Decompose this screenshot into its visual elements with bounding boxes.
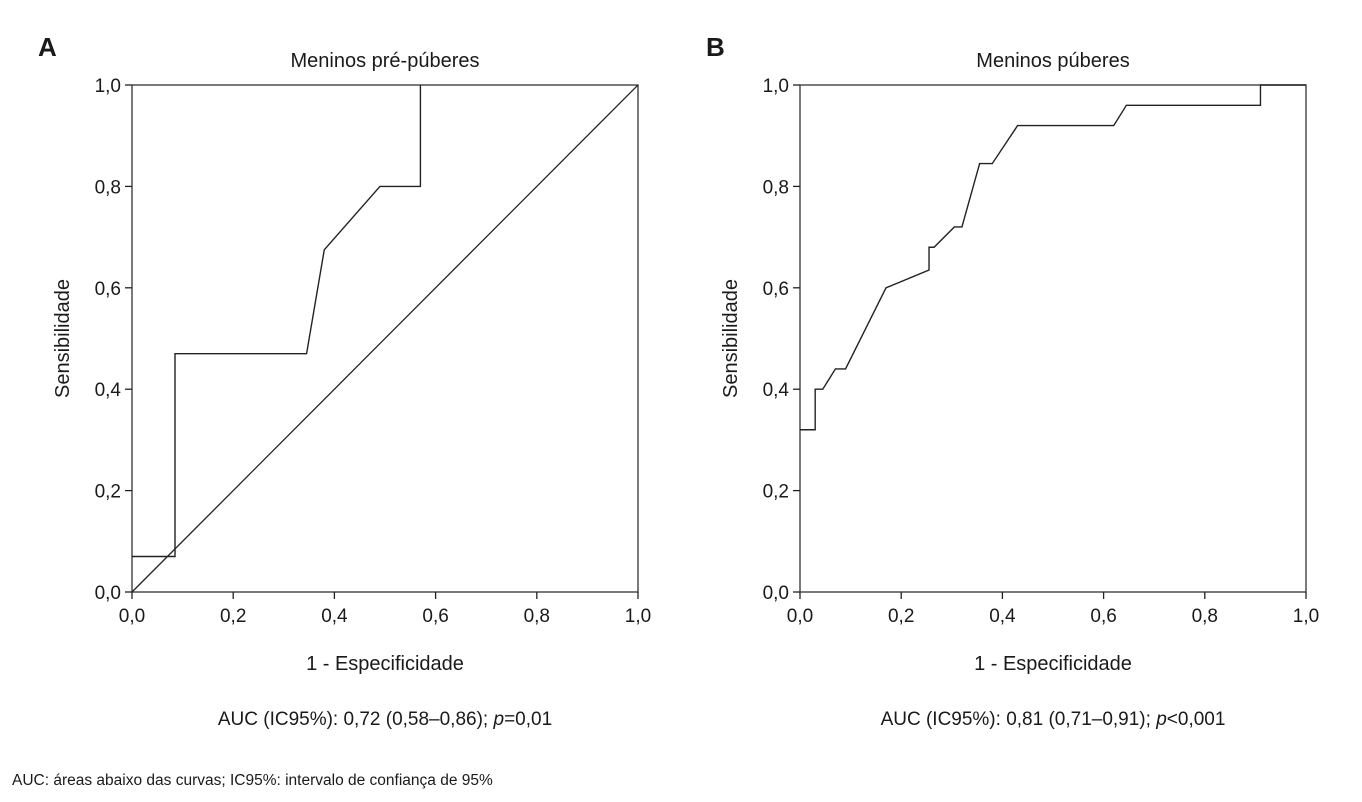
panel-a-plot-frame	[131, 84, 639, 593]
panel-b-y-tick-label: 0,0	[763, 583, 789, 604]
panel-b-y-tick-label: 0,2	[763, 482, 789, 503]
panel-a-auc-annotation: AUC (IC95%): 0,72 (0,58–0,86); p=0,01	[218, 709, 552, 730]
panel-a-y-axis-label: Sensibilidade	[52, 279, 74, 398]
panel-b-x-tick-label: 0,8	[1192, 606, 1218, 627]
panel-b-y-tick-label: 0,8	[763, 177, 789, 198]
panel-b-y-tick-label: 0,4	[763, 380, 790, 401]
panel-a-auc-text: AUC (IC95%): 0,72 (0,58–0,86);	[218, 709, 494, 730]
panel-b-y-tick-label: 0,6	[763, 279, 789, 300]
panel-a-y-tick-label: 0,2	[95, 482, 121, 503]
panel-a-letter: A	[38, 32, 57, 62]
footnote: AUC: áreas abaixo das curvas; IC95%: int…	[12, 772, 493, 789]
panel-b-x-axis-label: 1 - Especificidade	[974, 653, 1132, 675]
panel-b-letter: B	[706, 32, 725, 62]
panel-b-roc-curve	[800, 84, 1306, 431]
panel-a-x-tick-label: 0,0	[119, 606, 145, 627]
panel-a-reference-line	[131, 84, 639, 593]
panel-b-y-axis-label: Sensibilidade	[720, 279, 742, 398]
panel-a-title: Meninos pré-púberes	[291, 50, 480, 72]
panel-b-auc-text: AUC (IC95%): 0,81 (0,71–0,91);	[881, 709, 1157, 730]
panel-b-plot-frame	[799, 84, 1307, 593]
panel-a-y-tick-label: 0,6	[95, 279, 121, 300]
panel-a-roc-curve	[132, 85, 422, 558]
panel-a-y-tick-label: 1,0	[95, 76, 121, 97]
panel-b-y-tick-label: 1,0	[763, 76, 789, 97]
panel-b-title: Meninos púberes	[976, 50, 1129, 72]
panel-b-p-label: p	[1155, 709, 1167, 730]
panel-a-x-tick-label: 0,4	[321, 606, 348, 627]
roc-panel-b: B Meninos púberes 0,0 0,2 0,4 0,6 0,8 1,0 0,0 0,2…	[706, 32, 1319, 730]
panel-a-x-tick-label: 1,0	[625, 606, 651, 627]
panel-b-x-tick-label: 0,4	[989, 606, 1016, 627]
panel-b-p-value: <0,001	[1167, 709, 1226, 730]
panel-a-x-axis-label: 1 - Especificidade	[306, 653, 464, 675]
panel-b-x-tick-label: 0,6	[1090, 606, 1116, 627]
panel-a-x-tick-label: 0,2	[220, 606, 246, 627]
roc-panel-a: A Meninos pré-púberes 0,0 0,2 0,4 0,6 0,8 1,0 0,…	[38, 32, 651, 730]
panel-a-y-tick-label: 0,0	[95, 583, 121, 604]
panel-b-x-tick-label: 0,2	[888, 606, 914, 627]
panel-a-x-tick-label: 0,6	[422, 606, 448, 627]
panel-a-y-tick-label: 0,8	[95, 177, 121, 198]
panel-b-x-tick-label: 1,0	[1293, 606, 1319, 627]
panel-a-p-value: =0,01	[504, 709, 552, 730]
panel-a-x-tick-label: 0,8	[524, 606, 550, 627]
panel-a-p-label: p	[492, 709, 504, 730]
panel-a-y-tick-label: 0,4	[95, 380, 122, 401]
panel-b-auc-annotation: AUC (IC95%): 0,81 (0,71–0,91); p<0,001	[881, 709, 1226, 730]
panel-b-x-tick-label: 0,0	[787, 606, 813, 627]
